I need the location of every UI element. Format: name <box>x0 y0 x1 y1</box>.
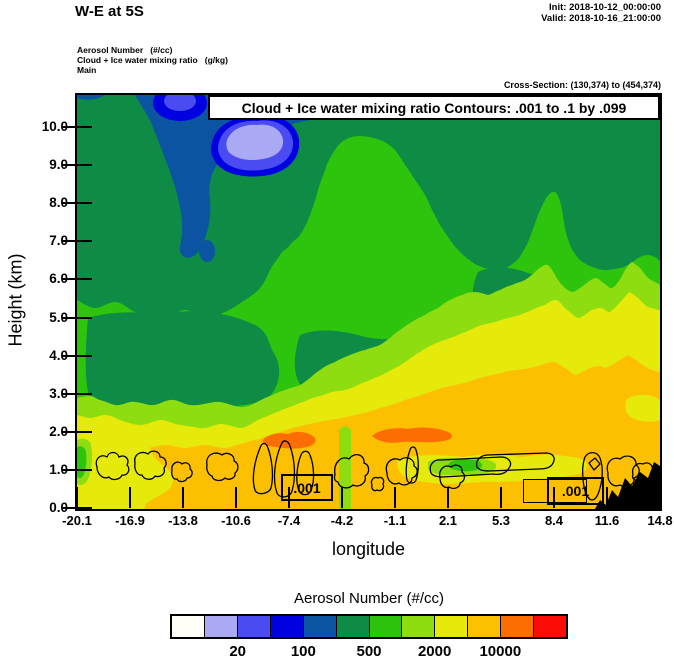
y-tick-mark <box>62 392 92 395</box>
colorbar-cell <box>369 616 403 637</box>
colorbar-cell <box>468 616 502 637</box>
fill-yellow-corner <box>625 394 660 422</box>
valid-timestamp: Valid: 2018-10-16_21:00:00 <box>541 13 661 24</box>
x-tick-label: -4.2 <box>330 513 354 528</box>
y-tick-mark <box>62 278 92 281</box>
contour-plot-canvas <box>77 95 660 509</box>
y-tick-mark <box>62 240 92 243</box>
fill-steelblue-tongue <box>135 95 310 258</box>
contour-title-box: Cloud + Ice water mixing ratio Contours:… <box>208 95 660 120</box>
x-tick-mark <box>288 487 290 508</box>
x-tick-mark <box>129 487 131 508</box>
colorbar-cell <box>237 616 271 637</box>
fill-steelblue-dot <box>199 240 215 262</box>
x-tick-label: 5.3 <box>491 513 511 528</box>
fill-steelblue-corner <box>77 95 105 100</box>
colorbar-tick-label: 2000 <box>417 643 452 660</box>
colorbar-tick-label: 10000 <box>479 643 522 660</box>
contour-label-box-west: .001 <box>281 474 333 501</box>
field-line-grid: Main <box>77 65 97 75</box>
x-tick-mark <box>553 487 555 508</box>
y-tick-label: 3.0 <box>49 385 68 401</box>
colorbar-tick-label: 100 <box>290 643 316 660</box>
y-tick-mark <box>62 316 92 319</box>
y-axis-title: Height (km) <box>5 253 26 347</box>
x-tick-mark <box>659 487 661 508</box>
colorbar-cell <box>501 616 535 637</box>
x-axis-title: longitude <box>331 539 406 559</box>
colorbar-cell <box>336 616 370 637</box>
init-timestamp: Init: 2018-10-12_00:00:00 <box>549 2 661 13</box>
x-tick-label: -1.1 <box>383 513 407 528</box>
x-tick-label: -13.8 <box>168 513 198 528</box>
y-tick-mark <box>62 202 92 205</box>
y-tick-label: 1.0 <box>49 461 68 477</box>
fill-orange-blob-east <box>372 427 452 443</box>
y-tick-label: 6.0 <box>49 271 68 287</box>
y-tick-label: 4.0 <box>49 347 68 363</box>
terrain-silhouette <box>595 462 660 509</box>
y-tick-mark <box>62 164 92 167</box>
fill-yellow-bottomleft <box>77 425 174 509</box>
y-tick-label: 7.0 <box>49 233 68 249</box>
x-tick-label: -16.9 <box>115 513 145 528</box>
y-tick-label: 5.0 <box>49 309 68 325</box>
fill-orange-blob-west <box>262 431 316 449</box>
contour-label-box-east: .001 <box>547 477 604 505</box>
x-tick-mark <box>500 487 502 508</box>
contour-title: Cloud + Ice water mixing ratio Contours:… <box>241 99 627 116</box>
y-tick-mark <box>62 507 92 509</box>
x-tick-label: 2.1 <box>438 513 458 528</box>
colorbar-cell <box>402 616 436 637</box>
x-tick-label: -20.1 <box>62 513 92 528</box>
x-tick-mark <box>76 487 78 508</box>
cross-section-coords: Cross-Section: (130,374) to (454,374) <box>503 80 661 90</box>
y-tick-label: 8.0 <box>49 195 68 211</box>
colorbar-cell <box>270 616 304 637</box>
plot-area: .001 .001 Cloud + Ice water mixing ratio… <box>75 93 662 511</box>
x-tick-mark <box>447 487 449 508</box>
y-tick-label: 2.0 <box>49 423 68 439</box>
x-tick-mark <box>182 487 184 508</box>
contour-label-box-east-outer <box>523 479 587 503</box>
x-tick-label: 14.8 <box>647 513 673 528</box>
colorbar-cell <box>534 616 567 637</box>
x-tick-mark <box>341 487 343 508</box>
y-tick-label: 0.0 <box>49 500 68 515</box>
y-tick-mark <box>62 430 92 433</box>
fill-lavender-core <box>226 124 284 161</box>
field-line-cloud: Cloud + Ice water mixing ratio (g/kg) <box>77 55 228 65</box>
x-tick-mark <box>394 487 396 508</box>
contour-label-text: .001 <box>293 479 321 496</box>
x-tick-mark <box>235 487 237 508</box>
x-tick-label: 8.4 <box>544 513 564 528</box>
fill-green-lowspot <box>448 459 482 472</box>
contour-label-text: .001 <box>561 483 590 499</box>
colorbar-tick-label: 20 <box>229 643 246 660</box>
colorbar-title: Aerosol Number (#/cc) <box>293 590 445 607</box>
x-tick-label: 11.6 <box>594 513 620 528</box>
fill-darkgreen-small-hole <box>440 173 458 219</box>
y-tick-mark <box>62 126 92 128</box>
colorbar-cell <box>435 616 469 637</box>
colorbar-cell <box>172 616 205 637</box>
y-tick-label: 9.0 <box>49 157 68 173</box>
fill-violet-blob-top <box>164 95 196 111</box>
colorbar-cell <box>303 616 337 637</box>
x-tick-mark <box>606 487 608 508</box>
x-tick-label: -7.4 <box>277 513 301 528</box>
x-tick-label: -10.6 <box>221 513 251 528</box>
page-title: W-E at 5S <box>75 3 144 20</box>
colorbar-cell <box>204 616 238 637</box>
field-line-aerosol: Aerosol Number (#/cc) <box>77 45 173 55</box>
fill-darkgreen-left-mass <box>85 311 280 416</box>
y-tick-mark <box>62 354 92 357</box>
y-tick-label: 10.0 <box>41 119 68 134</box>
field-description-block: Aerosol Number (#/cc) Cloud + Ice water … <box>77 45 228 75</box>
y-tick-mark <box>62 468 92 471</box>
colorbar <box>170 614 568 639</box>
colorbar-tick-label: 500 <box>356 643 382 660</box>
